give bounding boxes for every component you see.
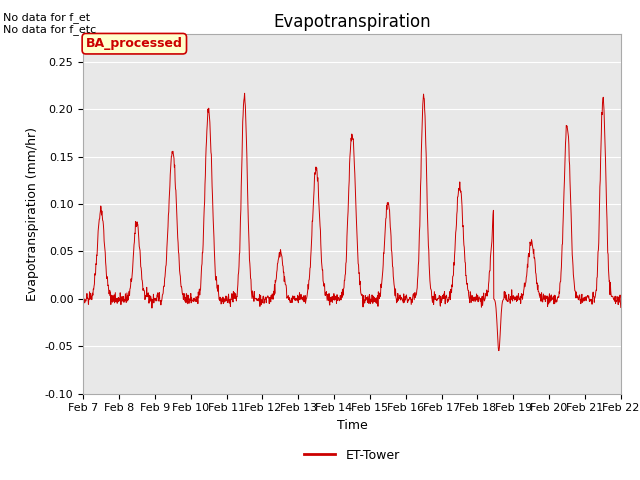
Text: No data for f_et: No data for f_et bbox=[3, 12, 90, 23]
Text: BA_processed: BA_processed bbox=[86, 37, 183, 50]
X-axis label: Time: Time bbox=[337, 419, 367, 432]
Legend: ET-Tower: ET-Tower bbox=[300, 444, 404, 467]
Title: Evapotranspiration: Evapotranspiration bbox=[273, 12, 431, 31]
Text: No data for f_etc: No data for f_etc bbox=[3, 24, 97, 35]
Y-axis label: Evapotranspiration (mm/hr): Evapotranspiration (mm/hr) bbox=[26, 127, 39, 300]
